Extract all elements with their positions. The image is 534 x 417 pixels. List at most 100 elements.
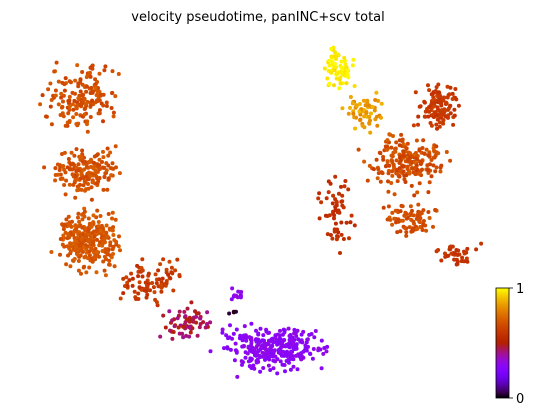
scatter-point	[326, 190, 331, 195]
scatter-point	[334, 237, 339, 242]
scatter-point	[101, 149, 105, 154]
scatter-point	[340, 106, 345, 111]
scatter-point	[330, 236, 335, 241]
scatter-point	[291, 338, 296, 343]
scatter-point	[294, 334, 299, 338]
scatter-point	[181, 324, 186, 329]
scatter-point	[438, 169, 443, 174]
scatter-point	[197, 325, 202, 330]
scatter-point	[402, 154, 407, 159]
scatter-point	[53, 173, 58, 177]
scatter-point	[105, 187, 110, 192]
scatter-point	[144, 295, 149, 300]
scatter-point	[357, 102, 362, 106]
scatter-point	[110, 69, 115, 74]
scatter-point	[66, 99, 71, 103]
scatter-point	[84, 270, 89, 275]
scatter-point	[208, 349, 213, 354]
scatter-point	[249, 321, 254, 326]
scatter-point	[96, 224, 101, 229]
scatter-point	[101, 103, 106, 108]
scatter-point	[99, 223, 104, 228]
scatter-point	[390, 169, 395, 174]
scatter-point	[405, 215, 410, 220]
scatter-point	[58, 177, 63, 181]
scatter-point	[170, 318, 175, 323]
scatter-point	[316, 196, 321, 201]
scatter-point	[78, 89, 83, 94]
scatter-point	[283, 369, 287, 374]
scatter-point	[101, 119, 105, 124]
scatter-point	[102, 175, 107, 180]
scatter-point	[136, 274, 141, 279]
scatter-point	[379, 101, 384, 106]
scatter-point	[73, 78, 78, 83]
scatter-point	[405, 166, 410, 171]
scatter-point	[109, 173, 114, 178]
scatter-point	[78, 77, 83, 82]
scatter-point	[74, 244, 79, 249]
scatter-point	[362, 114, 367, 119]
scatter-point	[89, 85, 94, 90]
scatter-point	[411, 123, 416, 128]
scatter-point	[226, 336, 230, 341]
scatter-point	[448, 104, 452, 109]
scatter-point	[397, 174, 402, 179]
scatter-point	[266, 356, 271, 361]
scatter-point	[80, 212, 85, 217]
scatter-point	[152, 290, 157, 295]
scatter-point	[401, 169, 406, 174]
scatter-point	[260, 350, 265, 355]
scatter-point	[71, 115, 76, 120]
scatter-point	[53, 166, 58, 171]
scatter-point	[394, 140, 399, 145]
scatter-point	[222, 346, 226, 351]
scatter-point	[465, 246, 470, 251]
scatter-point	[101, 231, 106, 236]
scatter-point	[104, 161, 109, 166]
scatter-point	[452, 257, 457, 262]
scatter-point	[371, 167, 376, 172]
scatter-point	[259, 344, 264, 349]
scatter-point	[409, 183, 414, 188]
scatter-point	[79, 236, 84, 241]
scatter-point	[421, 219, 426, 223]
scatter-point	[125, 280, 130, 285]
scatter-point	[171, 288, 176, 293]
scatter-point	[67, 182, 72, 187]
scatter-point	[104, 223, 109, 228]
scatter-point	[56, 79, 61, 84]
scatter-point	[273, 354, 278, 359]
scatter-point	[103, 64, 108, 69]
scatter-point	[93, 246, 98, 251]
colorbar: 01	[495, 282, 524, 407]
scatter-point	[67, 119, 72, 123]
scatter-point	[340, 199, 345, 204]
scatter-point	[412, 171, 417, 176]
scatter-point	[329, 54, 334, 59]
scatter-point	[96, 220, 101, 224]
scatter-point	[308, 352, 313, 356]
scatter-point	[353, 126, 358, 131]
colorbar-tick-label: 1	[516, 282, 524, 297]
scatter-point	[374, 90, 379, 95]
scatter-point	[110, 166, 115, 171]
scatter-point	[124, 275, 129, 280]
scatter-point	[87, 249, 92, 254]
scatter-point	[167, 309, 172, 314]
scatter-point	[324, 196, 329, 201]
scatter-point	[381, 157, 386, 162]
scatter-point	[264, 347, 268, 352]
scatter-point	[292, 327, 297, 332]
scatter-point	[403, 180, 408, 184]
scatter-point	[452, 113, 457, 118]
scatter-point	[86, 170, 91, 175]
scatter-point	[95, 80, 100, 84]
scatter-point	[143, 280, 148, 285]
scatter-point	[322, 346, 327, 350]
scatter-point	[337, 191, 341, 196]
scatter-point	[344, 81, 349, 86]
scatter-point	[275, 332, 280, 337]
scatter-point	[61, 233, 66, 238]
scatter-point	[434, 165, 439, 170]
